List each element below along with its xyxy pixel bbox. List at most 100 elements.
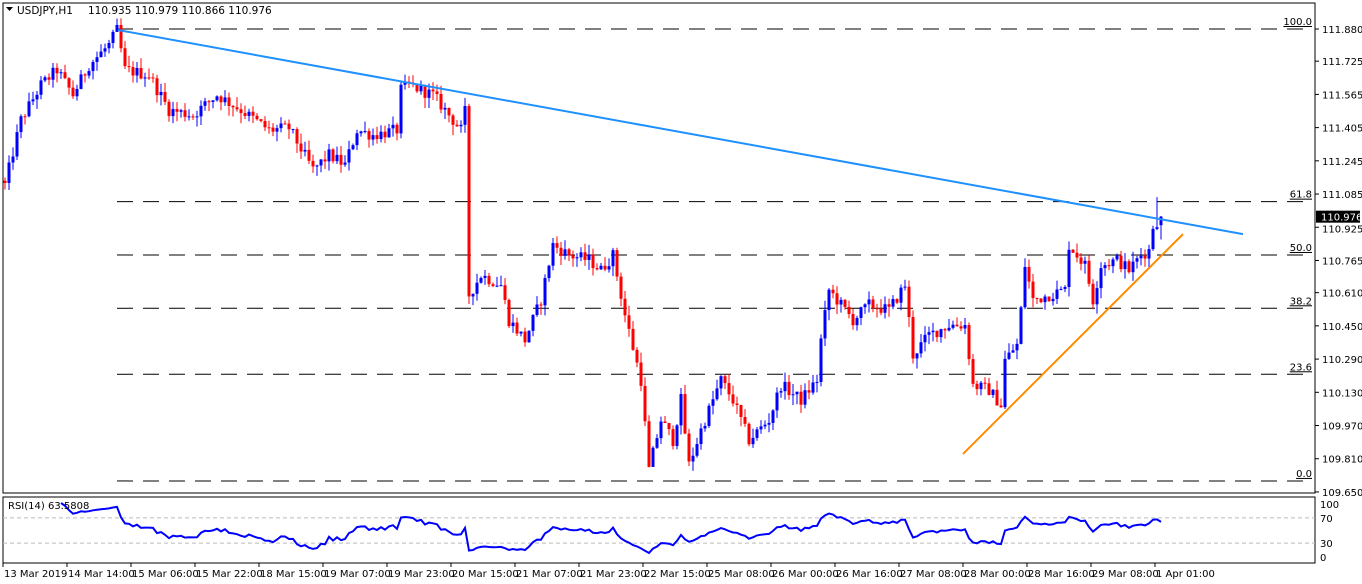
candle bbox=[419, 80, 423, 95]
candle bbox=[55, 63, 59, 83]
time-tick-label: 13 Mar 2019 bbox=[4, 569, 67, 580]
candle bbox=[187, 109, 191, 121]
candle bbox=[511, 314, 515, 333]
candle-body bbox=[811, 382, 815, 393]
candle-body bbox=[1079, 257, 1083, 264]
candle bbox=[387, 123, 391, 138]
candle-body bbox=[159, 91, 163, 96]
candle bbox=[7, 155, 11, 190]
candle bbox=[475, 273, 479, 301]
candle-body bbox=[619, 276, 623, 299]
candle bbox=[871, 295, 875, 313]
candle-body bbox=[191, 116, 195, 118]
candle-body bbox=[83, 74, 87, 76]
candle-body bbox=[363, 131, 367, 133]
candle-body bbox=[1007, 352, 1011, 359]
candle-body bbox=[91, 61, 95, 72]
candle-body bbox=[1131, 261, 1135, 273]
candle bbox=[447, 107, 451, 123]
candle-body bbox=[587, 254, 591, 260]
price-tick-label: 110.925 bbox=[1322, 225, 1362, 236]
candle-body bbox=[907, 286, 911, 318]
resistance-trendline bbox=[117, 29, 1244, 236]
candle bbox=[83, 73, 87, 83]
candle bbox=[635, 347, 639, 368]
candle bbox=[615, 247, 619, 282]
candle-body bbox=[603, 265, 607, 270]
candle-body bbox=[47, 77, 51, 80]
candle bbox=[1139, 247, 1143, 266]
candle-body bbox=[435, 91, 439, 94]
candle-body bbox=[559, 247, 563, 256]
candle bbox=[655, 434, 659, 449]
candle bbox=[687, 428, 691, 467]
candle-body bbox=[395, 124, 399, 134]
candle bbox=[39, 76, 43, 100]
candle bbox=[535, 296, 539, 317]
candle-body bbox=[123, 48, 127, 67]
price-axis: 111.880 111.725 111.565 111.405 111.245 111.0… bbox=[1315, 25, 1362, 499]
candle bbox=[111, 29, 115, 49]
candle-body bbox=[1055, 289, 1059, 299]
candle bbox=[899, 284, 903, 311]
candle-body bbox=[875, 308, 879, 310]
candle-body bbox=[1071, 249, 1075, 253]
candle-body bbox=[691, 455, 695, 462]
candle bbox=[275, 124, 279, 142]
candle-body bbox=[195, 116, 199, 118]
candle-body bbox=[403, 81, 407, 85]
candle bbox=[999, 398, 1003, 408]
candle bbox=[1035, 297, 1039, 304]
candle bbox=[659, 416, 663, 445]
candle-body bbox=[935, 330, 939, 338]
candle-body bbox=[51, 67, 55, 80]
candle bbox=[487, 272, 491, 287]
candle-body bbox=[147, 77, 151, 79]
candle bbox=[563, 240, 567, 260]
candle-body bbox=[551, 243, 555, 266]
candle-body bbox=[415, 84, 419, 92]
candle bbox=[795, 391, 799, 405]
candle bbox=[799, 384, 803, 413]
candle bbox=[959, 321, 963, 332]
candle bbox=[1115, 253, 1119, 262]
candle bbox=[663, 415, 667, 424]
candle bbox=[827, 287, 831, 321]
candle-body bbox=[351, 145, 355, 150]
candle-body bbox=[607, 266, 611, 270]
trendlines[interactable] bbox=[117, 29, 1244, 455]
candle-body bbox=[71, 87, 75, 97]
candle-body bbox=[599, 265, 603, 270]
candle-body bbox=[823, 310, 827, 339]
candle bbox=[531, 314, 535, 337]
candle-body bbox=[491, 284, 495, 287]
fibonacci-retracement[interactable]: 100.0 61.8 50.0 38.2 23.6 0.0 bbox=[117, 17, 1312, 482]
candle bbox=[1135, 255, 1139, 269]
candle-body bbox=[1103, 265, 1107, 269]
candle-body bbox=[1107, 265, 1111, 267]
candle-body bbox=[627, 315, 631, 329]
candle bbox=[735, 396, 739, 414]
candle bbox=[699, 423, 703, 450]
candle bbox=[47, 73, 51, 85]
candle bbox=[919, 333, 923, 358]
candle-body bbox=[635, 349, 639, 363]
candle bbox=[427, 83, 431, 109]
candle-body bbox=[995, 389, 999, 406]
candle-body bbox=[631, 328, 635, 350]
candle bbox=[135, 62, 139, 83]
candle-body bbox=[903, 286, 907, 288]
price-tick-label: 110.765 bbox=[1322, 256, 1362, 267]
candle-body bbox=[495, 285, 499, 287]
candle-body bbox=[475, 282, 479, 294]
candle bbox=[1023, 258, 1027, 310]
candle-body bbox=[943, 329, 947, 331]
candle bbox=[515, 317, 519, 336]
dropdown-triangle-icon[interactable] bbox=[6, 7, 13, 11]
candle bbox=[163, 83, 167, 106]
candle bbox=[783, 372, 787, 400]
candle bbox=[351, 143, 355, 151]
candle bbox=[139, 58, 143, 80]
candle bbox=[811, 374, 815, 395]
